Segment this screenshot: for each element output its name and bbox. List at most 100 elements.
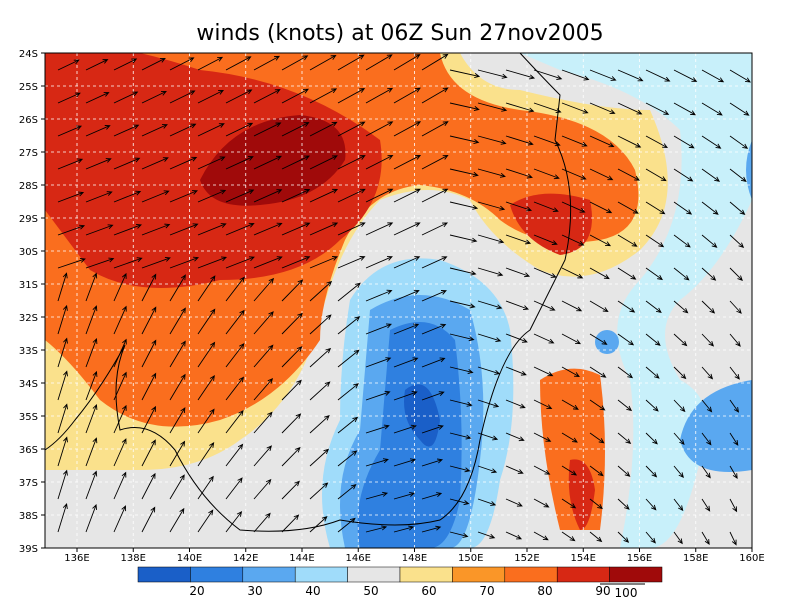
wind-arrow (421, 391, 445, 401)
wind-arrow (505, 69, 536, 80)
reference-label: 100 (615, 586, 638, 600)
wind-arrow (673, 366, 687, 380)
wind-arrow (85, 470, 98, 500)
wind-arrow (477, 135, 507, 145)
wind-arrow (449, 234, 478, 243)
contours (45, 53, 752, 548)
wind-arrow (477, 168, 506, 178)
wind-arrow (589, 432, 605, 444)
wind-arrow (309, 256, 339, 269)
wind-arrow (253, 256, 283, 269)
wind-arrow (617, 432, 632, 445)
wind-arrow (393, 87, 421, 104)
wind-arrow (337, 383, 359, 401)
wind-arrow (421, 154, 449, 170)
lon-label: 160E (739, 553, 764, 564)
wind-arrow (365, 289, 393, 302)
wind-arrow (589, 69, 617, 81)
wind-arrow (421, 53, 449, 71)
lon-label: 148E (402, 553, 427, 564)
wind-arrow (309, 155, 338, 170)
wind-arrow (505, 102, 535, 113)
wind-arrow (449, 465, 471, 473)
wind-arrow (393, 525, 415, 533)
wind-arrow (673, 465, 684, 479)
wind-arrow (505, 168, 533, 179)
wind-arrow (365, 357, 392, 368)
wind-arrow (365, 424, 390, 434)
contour-20 (404, 384, 440, 447)
wind-arrow (141, 405, 156, 434)
wind-arrow (617, 135, 642, 148)
wind-arrow (533, 432, 552, 442)
wind-arrow (141, 472, 156, 500)
wind-arrow (141, 372, 157, 401)
wind-arrow (141, 57, 166, 71)
colorbar-label: 70 (479, 584, 494, 598)
wind-arrow (337, 517, 356, 533)
wind-arrow (85, 337, 98, 368)
wind-arrow (673, 300, 689, 314)
wind-arrow (477, 432, 499, 441)
lat-label: 38S (19, 511, 38, 522)
wind-arrow (85, 503, 97, 533)
wind-arrow (197, 308, 216, 335)
wind-arrow (645, 399, 659, 412)
wind-arrow (85, 59, 109, 71)
lon-label: 136E (64, 553, 89, 564)
wind-arrow (701, 465, 711, 479)
wind-arrow (645, 168, 667, 182)
wind-arrow (701, 432, 712, 446)
wind-arrow (561, 234, 585, 246)
wind-arrow (561, 102, 589, 114)
wind-arrow (57, 158, 84, 170)
wind-arrow (449, 69, 481, 79)
wind-arrow (169, 407, 186, 434)
wind-arrow (533, 465, 551, 475)
wind-arrow (225, 256, 255, 269)
wind-arrow (253, 55, 280, 71)
lat-label: 37S (19, 478, 38, 489)
wind-arrow (673, 399, 686, 413)
lon-label: 150E (458, 553, 483, 564)
wind-arrow (477, 267, 504, 277)
wind-arrow (113, 371, 127, 401)
lat-labels: 24S 25S 26S 27S 28S 29S 30S 31S 32S 33S 34S 35S 36S 3… (19, 49, 45, 555)
wind-arrow (449, 432, 472, 440)
wind-arrow (365, 256, 393, 269)
lat-label: 35S (19, 412, 38, 423)
wind-arrow (477, 300, 503, 310)
wind-arrow (421, 121, 449, 137)
wind-arrow (729, 498, 738, 513)
wind-arrow (561, 333, 582, 345)
wind-arrow (281, 514, 300, 533)
wind-arrow (533, 366, 554, 377)
wind-arrow (85, 125, 111, 137)
colorbar-box (609, 566, 663, 583)
wind-arrow (589, 300, 609, 312)
wind-arrow (57, 502, 68, 533)
wind-arrow (281, 55, 309, 71)
wind-arrow (365, 458, 389, 467)
wind-arrow (645, 465, 658, 478)
wind-arrow (85, 272, 98, 302)
lat-label: 25S (19, 82, 38, 93)
wind-arrow (673, 168, 694, 182)
wind-arrow (281, 379, 302, 401)
wind-arrow (225, 477, 243, 500)
wind-arrow (337, 222, 366, 236)
wind-arrow (253, 344, 274, 368)
wind-arrow (673, 498, 684, 512)
wind-arrow (85, 92, 110, 104)
lon-label: 158E (683, 553, 708, 564)
wind-arrow (141, 124, 168, 137)
wind-arrow (141, 273, 157, 302)
wind-arrow (421, 290, 447, 302)
wind-arrow (477, 465, 498, 474)
wind-arrow (729, 267, 743, 281)
wind-arrow (393, 289, 420, 302)
wind-arrow (337, 121, 366, 137)
colorbar-box (452, 566, 506, 583)
wind-arrow (645, 267, 663, 281)
